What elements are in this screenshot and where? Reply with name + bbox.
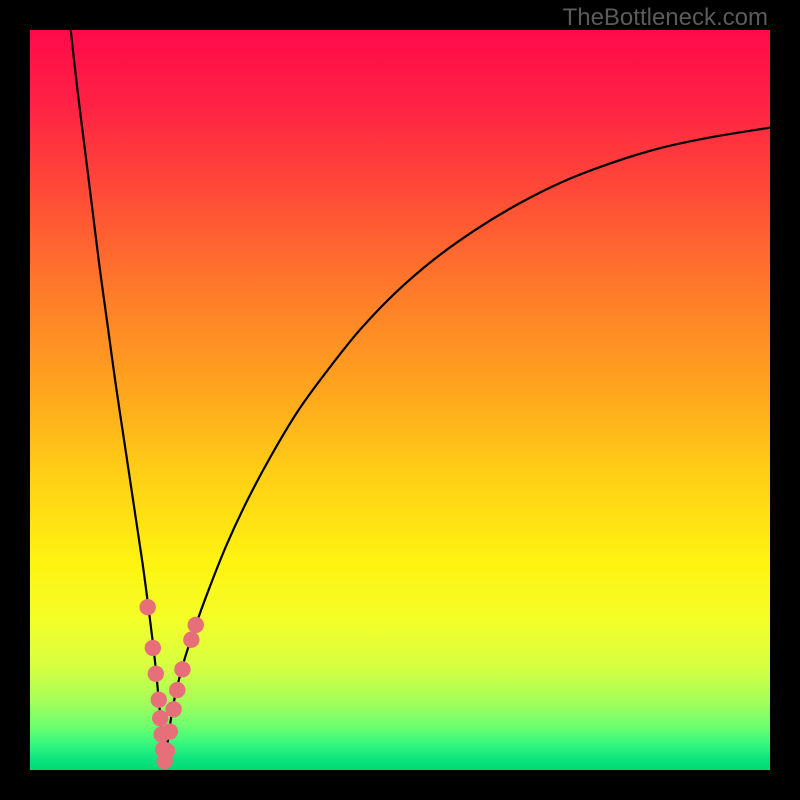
curve-marker xyxy=(139,599,155,615)
curve-marker xyxy=(174,661,190,677)
curve-marker xyxy=(152,710,168,726)
curve-marker xyxy=(188,617,204,633)
watermark-text: TheBottleneck.com xyxy=(563,4,768,32)
curve-marker xyxy=(148,666,164,682)
curve-marker xyxy=(165,701,181,717)
chart-container: TheBottleneck.com xyxy=(0,0,800,800)
curve-marker xyxy=(159,743,175,759)
chart-svg-layer xyxy=(0,0,800,800)
curve-marker xyxy=(169,682,185,698)
curve-marker xyxy=(183,632,199,648)
curve-marker xyxy=(162,723,178,739)
bottleneck-curve xyxy=(71,30,770,766)
curve-marker xyxy=(151,692,167,708)
curve-marker xyxy=(145,640,161,656)
